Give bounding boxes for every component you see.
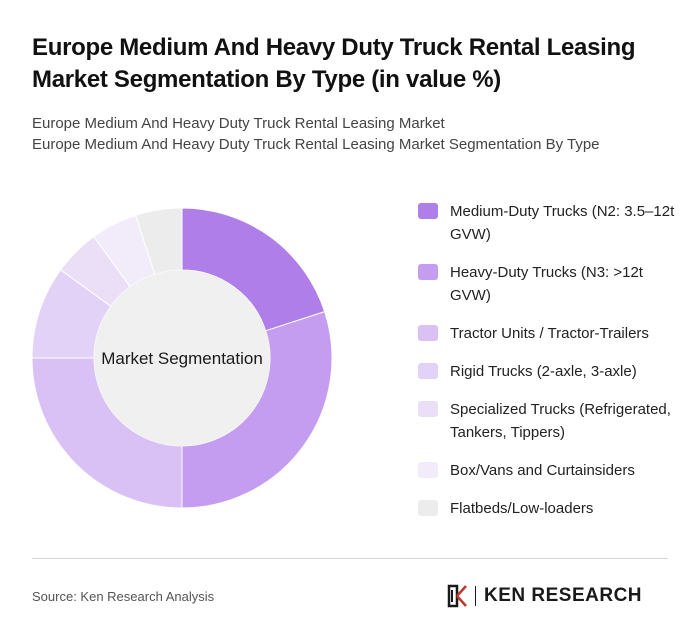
ken-research-logo-icon [447, 584, 467, 608]
legend-item: Medium-Duty Trucks (N2: 3.5–12t GVW) [418, 200, 680, 246]
legend-label: Medium-Duty Trucks (N2: 3.5–12t GVW) [450, 203, 675, 243]
legend-item: Rigid Trucks (2-axle, 3-axle) [418, 360, 680, 383]
legend-item: Flatbeds/Low-loaders [418, 497, 680, 520]
brand-name: KEN RESEARCH [484, 585, 643, 606]
chart-subtitle: Europe Medium And Heavy Duty Truck Renta… [32, 113, 682, 155]
donut-center-label: Market Segmentation [101, 349, 263, 368]
legend-label: Specialized Trucks (Refrigerated, Tanker… [450, 401, 671, 441]
brand-separator [475, 586, 476, 606]
chart-title: Europe Medium And Heavy Duty Truck Renta… [32, 34, 636, 93]
donut-chart: Market Segmentation [31, 207, 333, 509]
legend-swatch [418, 203, 438, 219]
subtitle-line-2: Europe Medium And Heavy Duty Truck Renta… [32, 136, 600, 153]
legend-swatch [418, 462, 438, 478]
legend-item: Specialized Trucks (Refrigerated, Tanker… [418, 398, 680, 444]
legend-swatch [418, 264, 438, 280]
donut-hole [94, 270, 270, 446]
legend-item: Box/Vans and Curtainsiders [418, 459, 680, 482]
footer-divider [32, 558, 668, 559]
legend-item: Tractor Units / Tractor-Trailers [418, 322, 680, 345]
legend-label: Rigid Trucks (2-axle, 3-axle) [450, 363, 637, 380]
legend-item: Heavy-Duty Trucks (N3: >12t GVW) [418, 261, 680, 307]
legend-label: Box/Vans and Curtainsiders [450, 462, 635, 479]
legend-label: Tractor Units / Tractor-Trailers [450, 325, 649, 342]
legend-label: Heavy-Duty Trucks (N3: >12t GVW) [450, 264, 643, 304]
brand-logo: KEN RESEARCH [447, 583, 642, 609]
legend-label: Flatbeds/Low-loaders [450, 500, 594, 517]
legend-swatch [418, 363, 438, 379]
legend-swatch [418, 325, 438, 341]
subtitle-line-1: Europe Medium And Heavy Duty Truck Renta… [32, 115, 445, 132]
chart-legend: Medium-Duty Trucks (N2: 3.5–12t GVW) Heav… [418, 200, 680, 535]
legend-swatch [418, 500, 438, 516]
source-note: Source: Ken Research Analysis [32, 589, 215, 604]
legend-swatch [418, 401, 438, 417]
